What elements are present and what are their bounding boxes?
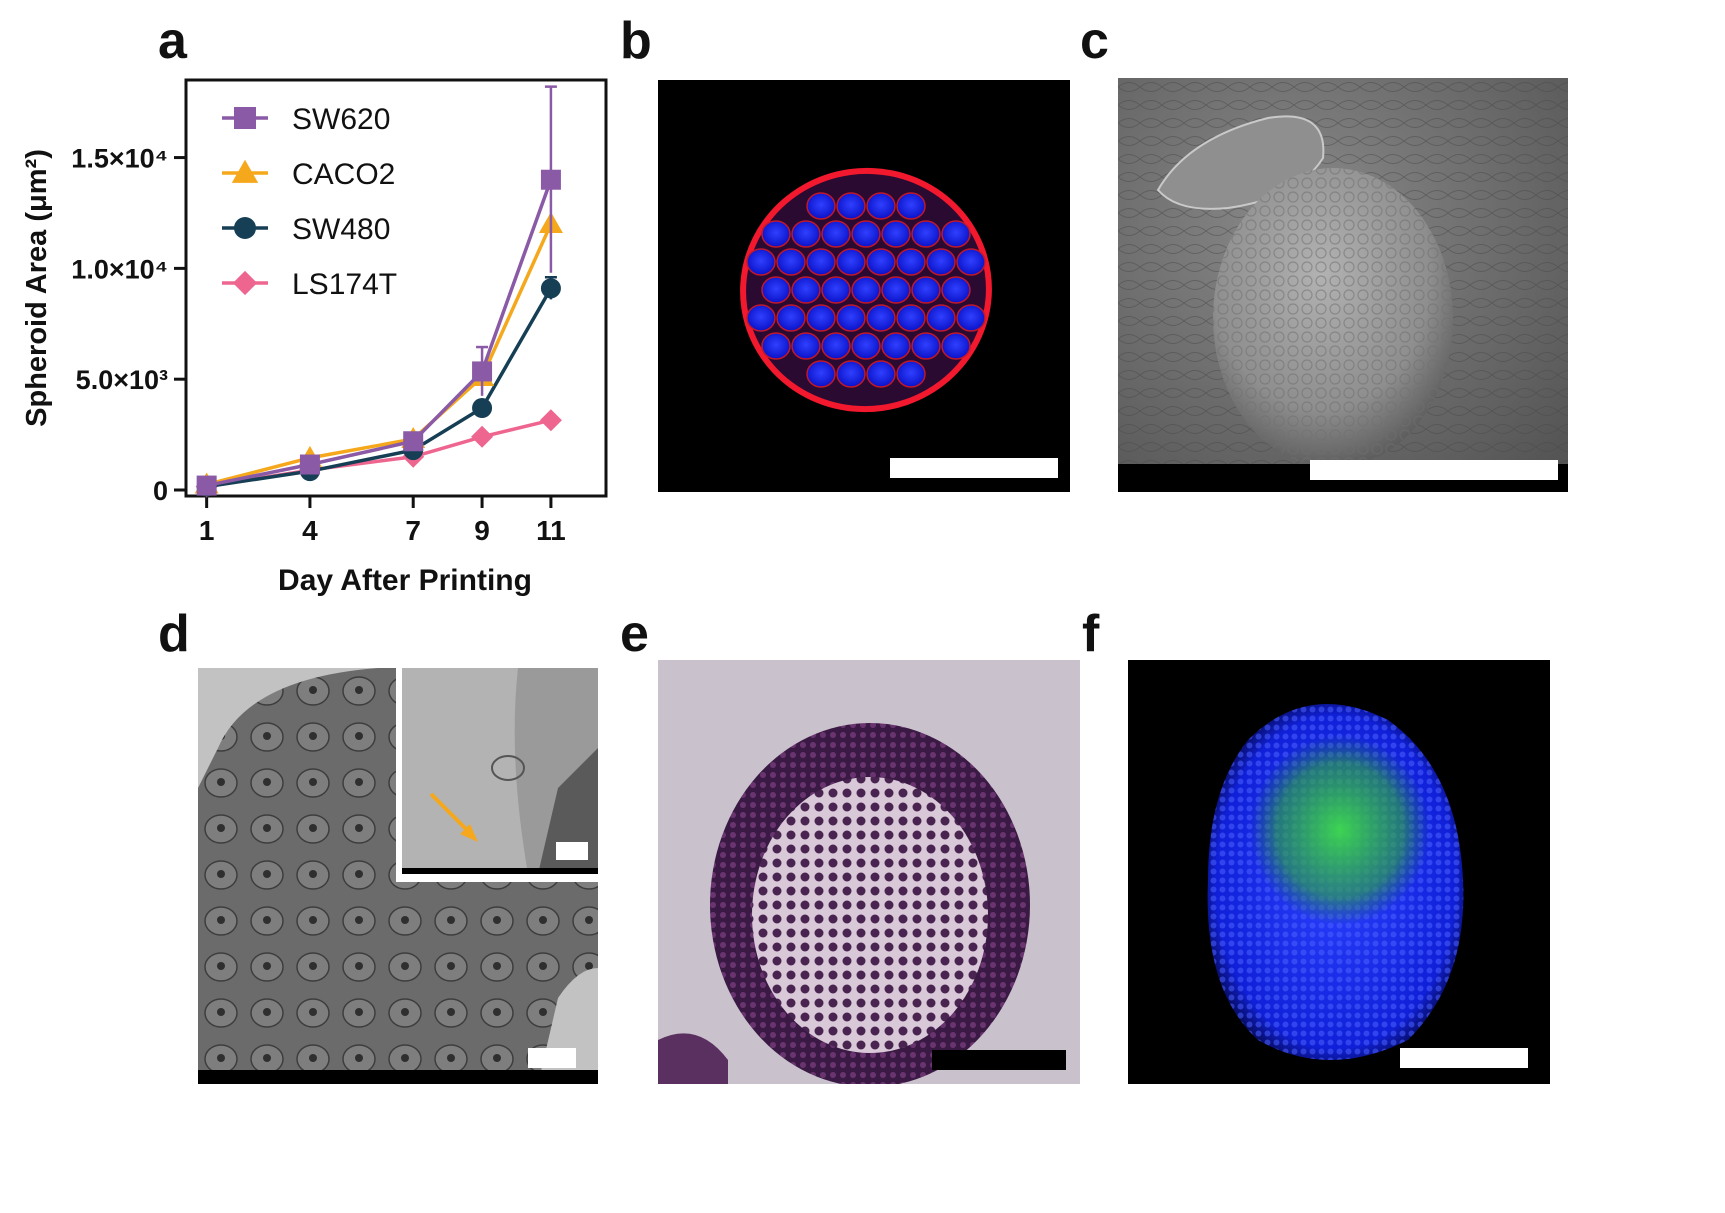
panel-letter-b: b: [620, 12, 652, 70]
fluorescence-image-b: [658, 80, 1070, 492]
sem-spheroid-icon: [1118, 78, 1568, 492]
x-axis-ticks: 1 4 7 9 11: [199, 496, 566, 546]
legend-marker: [234, 217, 256, 239]
series-line: [206, 223, 553, 487]
legend-marker: [231, 159, 259, 183]
panel-letter-d: d: [158, 605, 190, 663]
spheroid-area-chart: 0 5.0×10³ 1.0×10⁴ 1.5×10⁴ 1 4 7 9 11 SW620 CACO2…: [21, 78, 608, 597]
scale-bar-d: [528, 1048, 576, 1068]
data-point: [472, 398, 493, 418]
y-axis-ticks: 0 5.0×10³ 1.0×10⁴ 1.5×10⁴: [71, 144, 186, 506]
legend-label: SW480: [292, 213, 390, 246]
x-tick-label: 4: [302, 515, 318, 546]
sem-image-c: [1118, 78, 1568, 492]
series-caco2: [194, 212, 563, 494]
legend: SW620 CACO2 SW480 LS174T: [222, 103, 397, 301]
y-axis-label: Spheroid Area (μm²): [21, 149, 53, 427]
data-point: [196, 475, 217, 496]
scale-bar-c: [1310, 460, 1558, 480]
series-sw620: [196, 85, 561, 496]
data-point: [540, 278, 561, 299]
y-tick-label: 1.0×10⁴: [71, 254, 168, 284]
scale-bar-f: [1400, 1048, 1528, 1068]
data-point: [403, 431, 424, 452]
histology-image-e: [658, 660, 1080, 1084]
scale-bar-e: [932, 1050, 1066, 1070]
plot-frame: [184, 78, 608, 498]
series-line: [206, 287, 553, 489]
fluorescence-green-blue-icon: [1207, 704, 1464, 1060]
tem-image-d: [198, 668, 598, 1084]
series-ls174t: [195, 409, 562, 498]
x-tick-label: 7: [405, 515, 421, 546]
x-tick-label: 1: [199, 515, 215, 546]
legend-label: CACO2: [292, 158, 395, 191]
scale-bar-b: [890, 458, 1058, 478]
x-axis-label: Day After Printing: [278, 564, 532, 597]
data-point: [471, 425, 494, 448]
data-point: [299, 454, 320, 475]
y-tick-label: 5.0×10³: [76, 365, 168, 395]
series-sw480: [196, 275, 561, 497]
legend-label: SW620: [292, 103, 390, 136]
x-tick-label: 9: [474, 515, 490, 546]
arrow-icon: [429, 792, 472, 835]
legend-label: LS174T: [292, 268, 397, 301]
legend-marker: [232, 270, 258, 296]
fluorescence-image-f: [1128, 660, 1550, 1084]
y-tick-label: 0: [153, 476, 168, 506]
x-tick-label: 11: [536, 515, 566, 546]
panel-letter-c: c: [1080, 12, 1109, 70]
data-point: [539, 409, 562, 432]
tem-section-icon: [198, 668, 598, 1084]
he-stained-section-icon: [658, 660, 1080, 1084]
legend-marker: [234, 107, 256, 129]
panel-letter-a: a: [158, 12, 187, 70]
data-point: [472, 361, 493, 382]
y-tick-label: 1.5×10⁴: [71, 144, 168, 174]
series-group: [194, 85, 563, 498]
data-point: [540, 169, 561, 190]
panel-letter-f: f: [1082, 605, 1100, 663]
panel-letter-e: e: [620, 605, 649, 663]
fluorescence-spheroid-icon: [740, 167, 992, 413]
